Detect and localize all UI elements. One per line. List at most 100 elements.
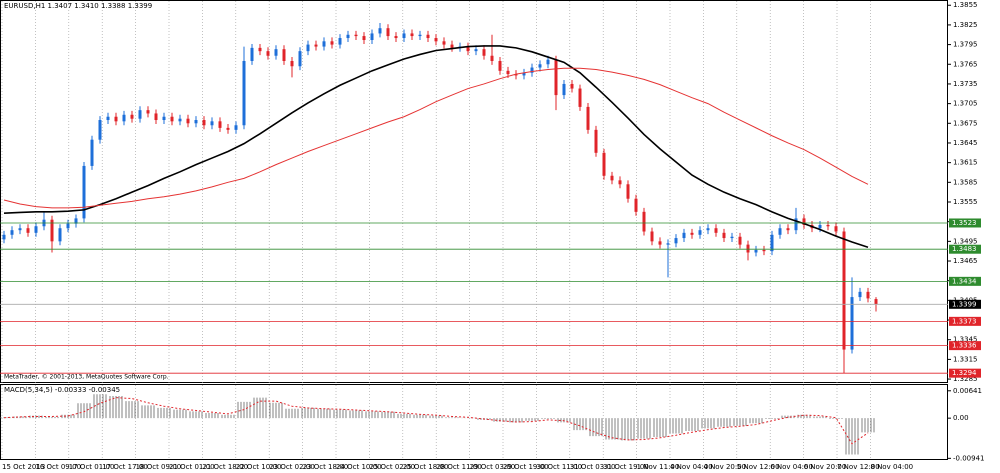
candle-body [34,226,38,233]
candle-body [626,184,630,199]
candle-body [578,88,582,107]
x-tick-label: 24 Oct 10:00 [336,463,382,471]
x-tick-label: 23 Oct 18:00 [303,463,349,471]
candle-body [730,236,734,239]
candle-body [866,291,870,299]
x-tick-label: 31 Oct 19:00 [603,463,649,471]
candle-body [410,33,414,37]
candle-body [754,249,758,253]
candle-body [506,70,510,75]
candle-body [178,118,182,122]
price-panel [0,0,948,383]
candle-body [690,232,694,235]
candle-body [466,46,470,52]
level-label: 1.3523 [952,219,977,227]
x-tick-label: 7 Nov 12:00 [837,463,880,471]
candle-body [306,44,310,52]
candle-body [234,125,238,130]
candle-body [362,36,366,41]
macd-title: MACD(5,34,5) -0.00333 -0.00345 [4,386,120,394]
y-tick-label: 1.3765 [953,60,978,68]
candle-body [778,228,782,235]
candle-body [106,116,110,121]
x-tick-label: 21 Oct 18:00 [202,463,248,471]
candle-body [858,291,862,298]
x-tick-label: 25 Oct 18:00 [403,463,449,471]
candle-body [266,51,270,56]
candle-body [210,121,214,126]
y-tick-label: 1.3465 [953,257,978,265]
candle-body [146,110,150,114]
candle-body [18,228,22,231]
y-tick-label: 1.3345 [953,336,978,344]
candle-body [826,224,830,227]
candle-body [250,47,254,61]
x-tick-label: 4 Nov 20:00 [703,463,746,471]
candle-body [674,238,678,244]
candle-body [522,72,526,76]
candle-body [802,218,806,225]
candle-body [786,228,790,231]
candle-body [586,106,590,130]
candle-body [482,49,486,56]
candle-body [602,152,606,176]
candle-body [402,33,406,39]
candle-body [242,60,246,126]
candle-body [130,114,134,119]
candle-body [650,231,654,242]
y-tick-label: 1.3825 [953,21,978,29]
candle-body [330,41,334,45]
candle-body [370,33,374,41]
moving-average [3,45,869,249]
candle-body [274,49,278,56]
x-tick-label: 15 Oct 2013 [2,463,45,471]
candle-body [354,34,358,37]
y-tick-label: 1.3735 [953,80,978,88]
candle-body [2,234,6,240]
y-tick-label: 1.3645 [953,139,978,147]
level-label-bg [949,341,981,351]
candle-body [698,230,702,235]
candle-body [82,165,86,219]
plot [0,22,948,455]
candle-body [314,44,318,47]
candle-body [554,59,558,96]
candle-body [418,34,422,37]
level-label: 1.3294 [952,369,977,377]
x-tick-label: 6 Nov 20:00 [804,463,847,471]
moving-average [3,67,869,209]
candle-body [98,120,102,140]
x-tick-label: 23 Oct 02:00 [269,463,315,471]
level-label: 1.3373 [952,317,977,325]
candle-body [434,38,438,42]
candle-body [90,139,94,166]
candle-body [834,226,838,232]
candle-body [666,243,670,245]
x-tick-label: 31 Oct 03:00 [570,463,616,471]
candle-body [394,36,398,39]
candle-body [10,230,14,235]
candle-body [298,51,302,67]
y-tick-label: 1.3855 [953,1,978,9]
x-tick-label: 29 Oct 03:00 [470,463,516,471]
level-label-bg [949,316,981,326]
candle-body [714,228,718,233]
candle-body [154,113,158,121]
x-tick-label: 4 Nov 04:00 [670,463,713,471]
candle-body [546,59,550,65]
candle-body [770,234,774,252]
grid [1,1,871,459]
copyright: MetaTrader, © 2001-2013, MetaQuotes Soft… [4,374,169,381]
x-tick-label: 5 Nov 12:00 [737,463,780,471]
candle-body [226,127,230,130]
x-tick-label: 1 Nov 11:00 [637,463,680,471]
candle-body [618,180,622,185]
candle-body [682,232,686,239]
candle-body [122,114,126,122]
y-tick-label: 0.00641 [953,387,982,395]
candle-body [66,223,70,229]
x-tick-label: 8 Nov 04:00 [870,463,913,471]
candle-body [26,228,30,233]
candle-body [162,116,166,121]
level-label-bg [949,276,981,286]
